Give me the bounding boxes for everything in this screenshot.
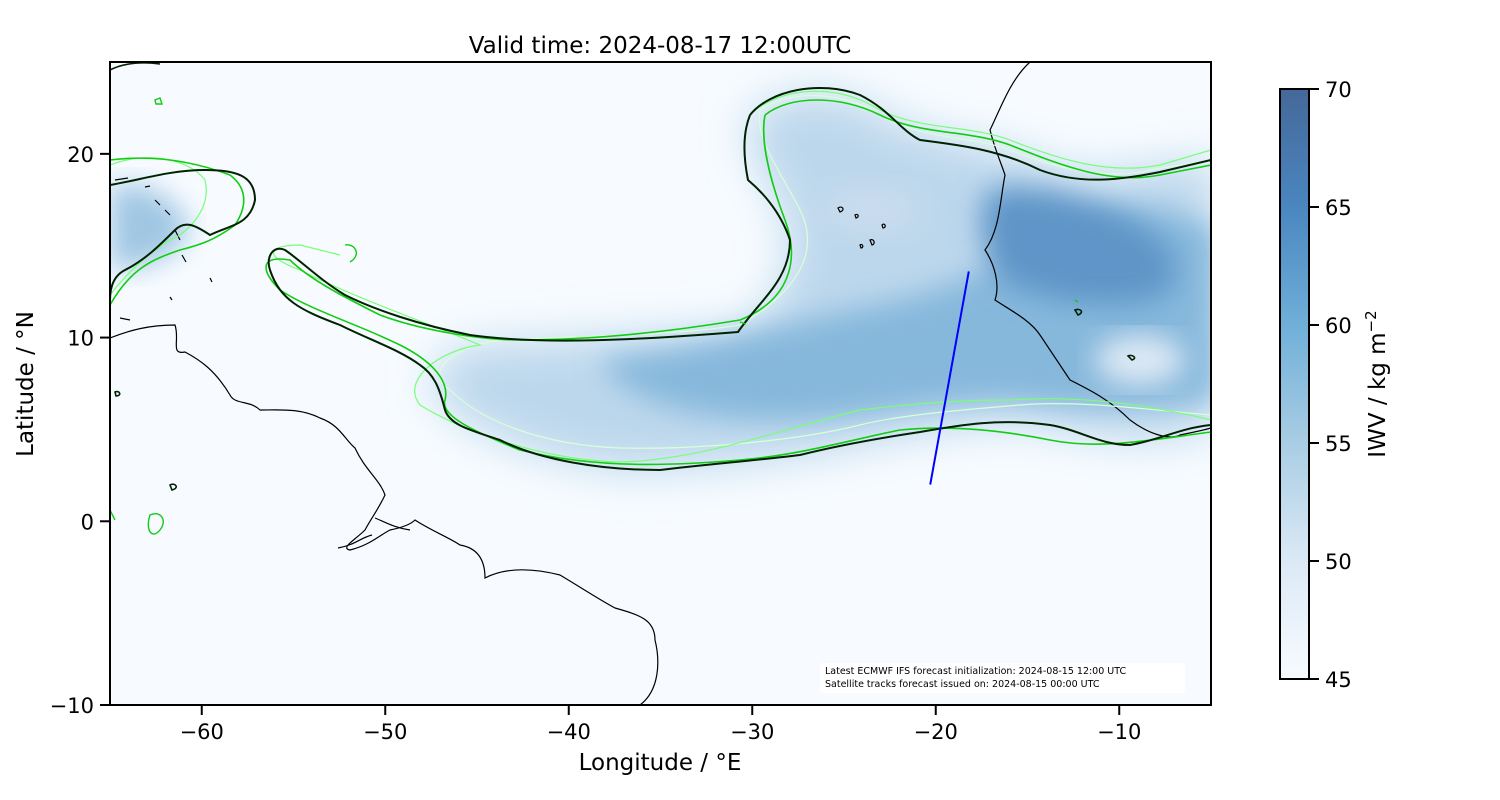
x-tick-label: −50	[363, 720, 407, 744]
x-tick-label: −10	[1097, 720, 1141, 744]
annotation-background	[820, 663, 1185, 693]
iwv-contours	[110, 62, 1211, 535]
colorbar-tick-label: 45	[1325, 668, 1352, 692]
y-tick-label: 10	[67, 327, 94, 351]
colorbar-gradient	[1279, 88, 1310, 680]
map-area: Latest ECMWF IFS forecast initialization…	[110, 62, 1211, 705]
iwv-dry-spot	[1095, 335, 1185, 385]
forecast-annotation: Latest ECMWF IFS forecast initialization…	[820, 663, 1185, 693]
x-tick-label: −60	[180, 720, 224, 744]
annotation-line-2: Satellite tracks forecast issued on: 202…	[825, 679, 1100, 690]
caribbean-islands	[114, 177, 411, 549]
colorbar-tick-label: 60	[1325, 314, 1352, 338]
cape-verde-islands	[837, 206, 886, 249]
x-axis: −60 −50 −40 −30 −20 −10	[180, 705, 1141, 744]
south-america-coast	[110, 324, 659, 705]
colorbar-label-text: IWV / kg m	[1365, 332, 1391, 457]
coastlines	[110, 62, 1211, 705]
annotation-line-1: Latest ECMWF IFS forecast initialization…	[825, 666, 1126, 677]
colorbar-tick-label: 50	[1325, 550, 1352, 574]
x-tick-label: −20	[914, 720, 958, 744]
contour-pale	[438, 95, 1211, 449]
contour-green-islands	[110, 97, 1079, 535]
satellite-track	[929, 271, 970, 485]
contour-small-islands	[110, 62, 1136, 491]
colorbar-label: IWV / kg m−2	[1362, 310, 1391, 457]
colorbar-label-superscript: −2	[1362, 310, 1380, 332]
x-axis-label: Longitude / °E	[579, 750, 742, 776]
colorbar-tick-label: 70	[1325, 78, 1352, 102]
y-tick-label: 0	[81, 510, 94, 534]
x-tick-label: −30	[730, 720, 774, 744]
colorbar-tick-label: 55	[1325, 432, 1352, 456]
colorbar-ticks: 45 50 55 60 65 70	[1309, 78, 1352, 692]
iwv-west-patch	[110, 184, 190, 270]
x-tick-label: −40	[547, 720, 591, 744]
colorbar-tick-label: 65	[1325, 196, 1352, 220]
y-tick-label: 20	[67, 143, 94, 167]
iwv-band-max	[981, 187, 1177, 304]
y-axis-label: Latitude / °N	[13, 311, 39, 457]
y-tick-label: −10	[50, 694, 94, 718]
y-axis: −10 0 10 20	[50, 143, 110, 718]
contour-main	[110, 86, 1211, 472]
iwv-dry-spot-2	[820, 185, 920, 235]
iwv-field	[110, 93, 1211, 470]
axes-frame	[109, 61, 1212, 706]
west-africa-coast	[984, 62, 1211, 438]
colorbar: 45 50 55 60 65 70 IWV / kg m−2	[1279, 78, 1391, 692]
plot-title: Valid time: 2024-08-17 12:00UTC	[469, 33, 852, 59]
